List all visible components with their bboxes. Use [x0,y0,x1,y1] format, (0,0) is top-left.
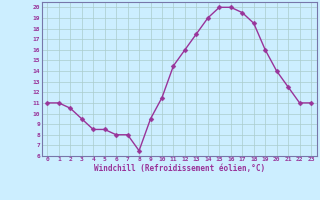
X-axis label: Windchill (Refroidissement éolien,°C): Windchill (Refroidissement éolien,°C) [94,164,265,173]
